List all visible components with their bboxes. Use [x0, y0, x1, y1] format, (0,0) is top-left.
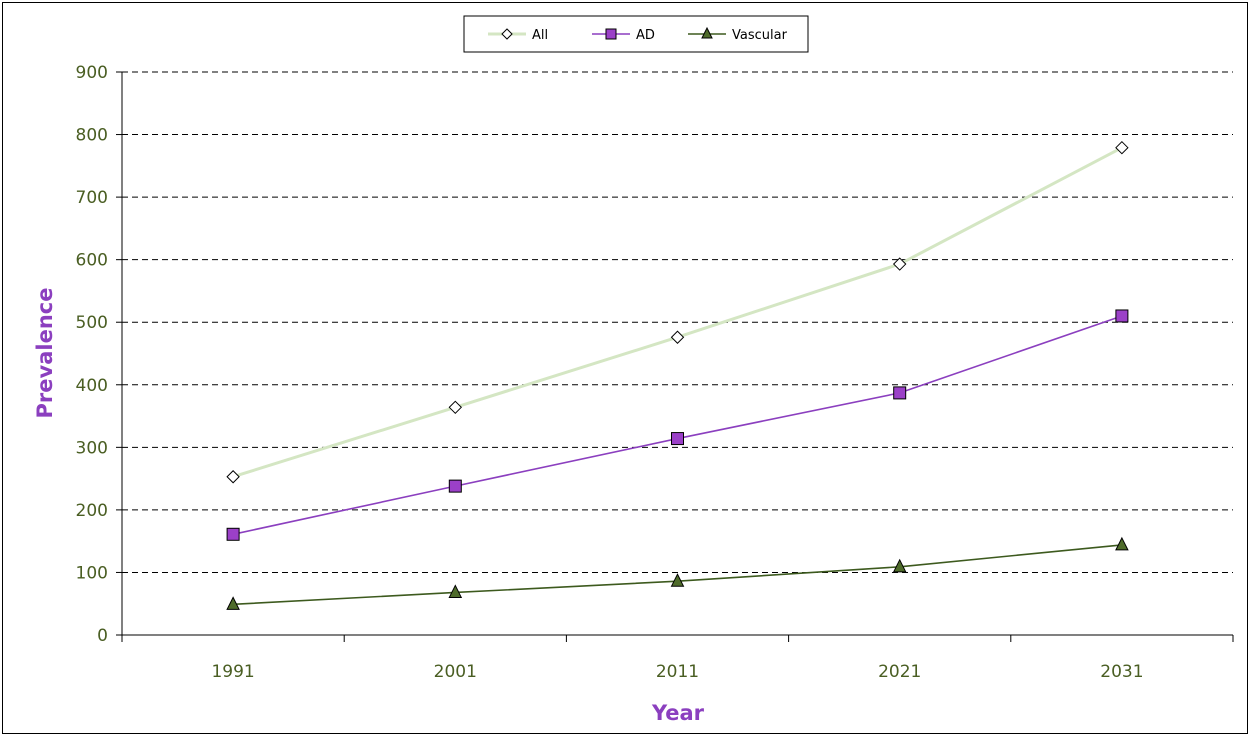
series-vascular: [226, 536, 1129, 610]
data-point-ad: [671, 432, 684, 446]
y-tick-label: 100: [76, 563, 108, 583]
legend-item-ad: AD: [592, 28, 655, 43]
legend-marker-vascular: [701, 26, 713, 39]
data-point-all: [892, 257, 907, 271]
gridlines: [122, 71, 1233, 573]
y-tick-label: 200: [76, 501, 108, 521]
legend-item-vascular: Vascular: [688, 26, 788, 43]
data-point-ad: [893, 386, 907, 400]
y-tick-label: 0: [97, 626, 108, 646]
legend-item-all: All: [488, 28, 548, 43]
y-tick-label: 400: [76, 376, 108, 396]
y-tick-label: 700: [76, 188, 108, 208]
x-tick-label: 2011: [656, 662, 699, 682]
legend-label-ad: AD: [636, 28, 655, 43]
data-point-vascular: [670, 573, 685, 587]
data-point-vascular: [1115, 536, 1129, 551]
data-point-vascular: [448, 584, 463, 598]
x-axis-title: Year: [651, 701, 705, 725]
data-point-all: [226, 470, 240, 484]
x-tick-label: 1991: [211, 662, 254, 682]
data-point-ad: [1115, 309, 1129, 323]
y-tick-label: 900: [76, 63, 108, 83]
data-point-all: [1115, 140, 1129, 155]
legend-marker-ad: [605, 28, 617, 40]
series-ad: [226, 309, 1129, 541]
y-tick-label: 500: [76, 313, 108, 333]
data-point-ad: [448, 479, 462, 493]
legend-label-all: All: [532, 28, 548, 43]
y-axis-title: Prevalence: [33, 288, 57, 419]
series-all: [226, 140, 1129, 484]
legend-label-vascular: Vascular: [732, 28, 788, 43]
data-point-all: [670, 330, 685, 344]
legend: All AD Vascular: [463, 15, 809, 53]
y-tick-label: 800: [76, 126, 108, 146]
tick-labels: 0 100 200 300 400 500 600 700 800 900 1991 2001 2011…: [76, 63, 1144, 682]
y-tick-label: 600: [76, 251, 108, 271]
series-layer: [226, 140, 1129, 610]
data-point-vascular: [892, 558, 907, 573]
legend-marker-all: [501, 28, 513, 40]
data-point-all: [448, 400, 463, 415]
series-line-ad: [232, 315, 1123, 536]
axes: [116, 71, 1234, 642]
x-tick-label: 2031: [1100, 662, 1143, 682]
y-tick-label: 300: [76, 438, 108, 458]
data-point-vascular: [226, 596, 240, 610]
x-tick-label: 2021: [878, 662, 921, 682]
x-tick-label: 2001: [434, 662, 477, 682]
data-point-ad: [226, 527, 240, 541]
